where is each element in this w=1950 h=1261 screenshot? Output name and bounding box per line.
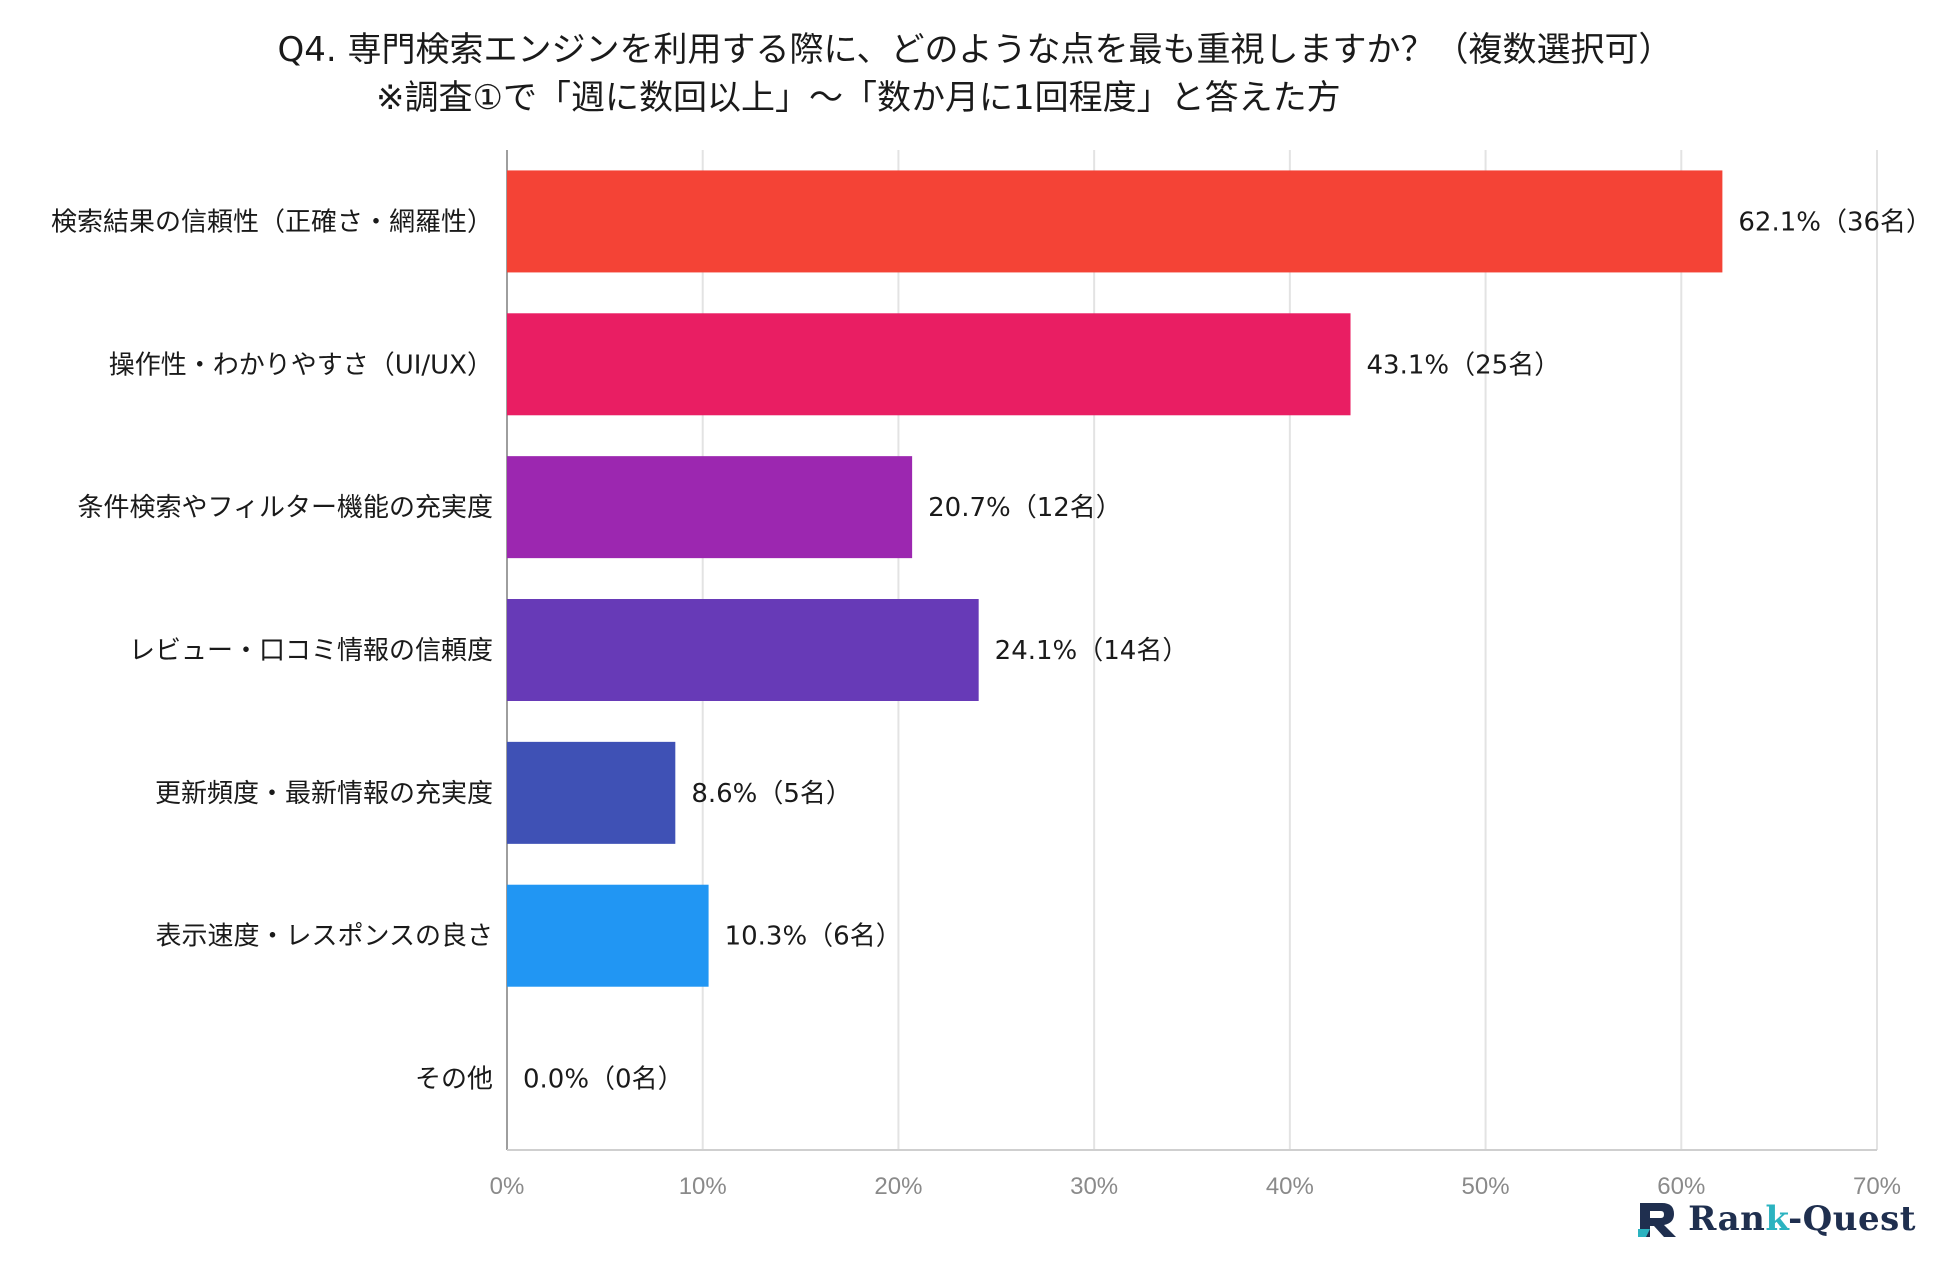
category-label: レビュー・口コミ情報の信頼度 (129, 636, 493, 666)
rank-quest-logo: Rank-Quest (1636, 1197, 1916, 1241)
x-tick-label: 40% (1266, 1173, 1314, 1200)
bar (507, 170, 1723, 273)
rank-quest-logo-text: Rank-Quest (1688, 1199, 1916, 1239)
chart-subtitle: ※調査①で「週に数回以上」〜「数か月に1回程度」と答えた方 (376, 78, 1341, 118)
category-label: 条件検索やフィルター機能の充実度 (78, 493, 493, 523)
category-label: 検索結果の信頼性（正確さ・網羅性） (51, 207, 493, 237)
bar (507, 456, 913, 559)
chart-title: Q4. 専門検索エンジンを利用する際に、どのような点を最も重視しますか？（複数選… (277, 30, 1673, 70)
x-tick-label: 70% (1853, 1173, 1901, 1200)
x-tick-label: 60% (1657, 1173, 1705, 1200)
bar (507, 599, 979, 701)
data-label: 10.3%（6名） (725, 922, 902, 952)
category-label: 表示速度・レスポンスの良さ (156, 922, 493, 952)
x-tick-label: 20% (874, 1173, 922, 1200)
data-label: 62.1%（36名） (1738, 207, 1932, 237)
data-label: 8.6%（5名） (691, 779, 852, 809)
category-label: その他 (415, 1065, 493, 1095)
x-tick-label: 50% (1462, 1173, 1510, 1200)
x-tick-label: 10% (679, 1173, 727, 1200)
data-label: 0.0%（0名） (523, 1065, 684, 1095)
rank-quest-logo-icon (1638, 1203, 1677, 1237)
x-tick-label: 0% (490, 1173, 525, 1200)
data-label: 24.1%（14名） (995, 636, 1189, 666)
bar (507, 741, 676, 844)
bar (507, 313, 1351, 416)
category-label: 操作性・わかりやすさ（UI/UX） (109, 350, 493, 380)
category-label: 更新頻度・最新情報の充実度 (155, 779, 493, 809)
bar (507, 884, 709, 987)
data-label: 20.7%（12名） (928, 493, 1122, 523)
data-label: 43.1%（25名） (1367, 350, 1561, 380)
x-tick-label: 30% (1070, 1173, 1118, 1200)
